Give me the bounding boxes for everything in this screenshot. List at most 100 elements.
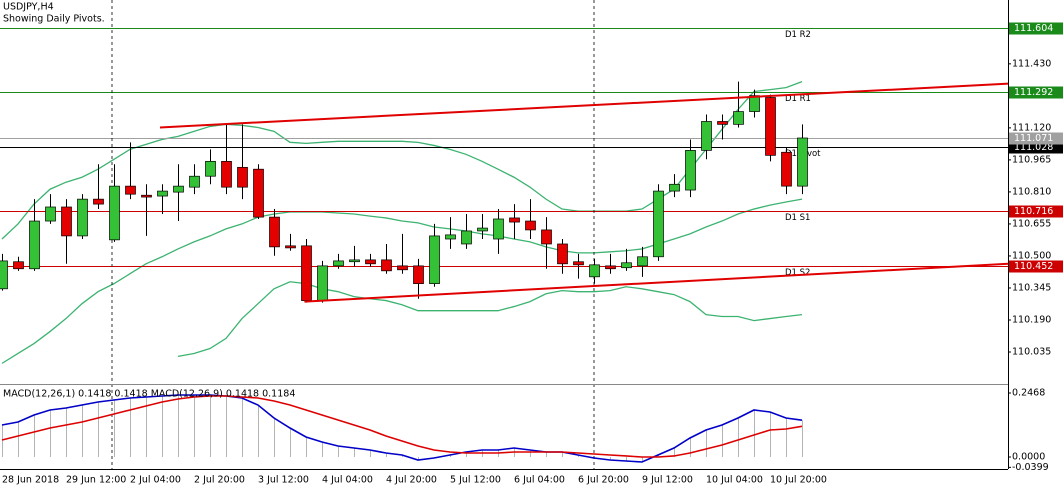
y-tick-label: 111.120: [1012, 122, 1051, 133]
candle-body: [173, 185, 184, 193]
x-tick-label: 2 Jul 20:00: [194, 475, 245, 486]
indicator-line: [1, 395, 803, 458]
candle-body: [13, 261, 24, 270]
candle-body: [701, 121, 712, 151]
candle-body: [269, 216, 280, 248]
price-box-label: 111.028: [1014, 142, 1053, 153]
candle-body: [733, 111, 744, 125]
candle-body: [797, 137, 808, 187]
candle-body: [749, 95, 760, 112]
candle-body: [525, 220, 536, 231]
price-box: [1009, 86, 1063, 99]
candle-body: [349, 259, 360, 263]
candle-body: [509, 217, 520, 223]
candle-body: [541, 229, 552, 245]
price-box-label: 111.292: [1014, 87, 1053, 98]
candle-body: [0, 260, 8, 290]
candle-body: [157, 190, 168, 197]
candle-body: [781, 151, 792, 187]
y-tick-label: 110.500: [1012, 250, 1051, 261]
candle-body: [141, 194, 152, 198]
candle-body: [557, 243, 568, 265]
trendline: [304, 262, 1009, 303]
price-box-label: 111.604: [1014, 23, 1053, 34]
candle-body: [653, 190, 664, 258]
pivot-label: D1 S2: [785, 268, 810, 278]
candle-body: [381, 259, 392, 272]
candle-body: [685, 150, 696, 191]
current-price-box: [1009, 132, 1063, 145]
band-line: [1, 198, 803, 364]
candle-body: [365, 259, 376, 265]
candle-body: [605, 265, 616, 270]
candle-body: [477, 227, 488, 232]
y-tick-label: 110.190: [1012, 314, 1051, 325]
x-tick-label: 9 Jul 12:00: [642, 475, 693, 486]
y-tick-label: 0.2468: [1012, 388, 1045, 399]
candle-body: [445, 234, 456, 240]
indicator-line: [1, 394, 803, 463]
pivot-label: D1 R1: [785, 94, 811, 104]
x-tick-label: 6 Jul 04:00: [514, 475, 565, 486]
price-box-label: 110.716: [1014, 206, 1053, 217]
x-tick-label: 28 Jun 2018: [2, 475, 59, 486]
x-tick-label: 10 Jul 04:00: [706, 475, 763, 486]
x-tick-label: 4 Jul 20:00: [386, 475, 437, 486]
candle-body: [61, 206, 72, 237]
candle-body: [285, 245, 296, 249]
y-tick-label: 110.810: [1012, 186, 1051, 197]
candle-body: [397, 265, 408, 271]
x-tick-label: 2 Jul 04:00: [130, 475, 181, 486]
candle-body: [317, 265, 328, 301]
candle-body: [253, 168, 264, 218]
candle-body: [589, 264, 600, 278]
chart-subtitle: Showing Daily Pivots.: [3, 14, 105, 25]
candle-body: [413, 265, 424, 284]
candle-body: [109, 185, 120, 241]
y-tick-label: -0.0399: [1012, 462, 1049, 473]
candle-body: [333, 260, 344, 267]
candle-body: [621, 262, 632, 269]
candle-body: [45, 206, 56, 222]
pivot-label: D1 S1: [785, 213, 810, 223]
back-layer: [0, 28, 1008, 462]
axis-layer: 111.430 111.120 110.965 110.810 110.655 110.5…: [2, 22, 1063, 486]
price-box-label: 110.452: [1014, 261, 1053, 272]
candle-body: [301, 245, 312, 301]
candle-body: [429, 235, 440, 284]
candle-body: [461, 230, 472, 245]
y-tick-label: 110.655: [1012, 218, 1051, 229]
candle-body: [125, 185, 136, 195]
candle-body: [29, 220, 40, 270]
price-box: [1009, 205, 1063, 218]
y-tick-label: 111.430: [1012, 58, 1051, 69]
y-tick-label: 110.965: [1012, 154, 1051, 165]
x-tick-label: 5 Jul 12:00: [450, 475, 501, 486]
candle-body: [237, 166, 248, 188]
candle-body: [189, 175, 200, 188]
candle-body: [205, 160, 216, 177]
pivot-label: D1 R2: [785, 30, 811, 40]
y-tick-label: 0.0000: [1012, 451, 1045, 462]
candle-body: [669, 183, 680, 192]
band-line: [177, 281, 803, 357]
indicator-title: MACD(12,26,1) 0.1418 0.1418 MACD(12,26,9…: [3, 389, 295, 400]
x-tick-label: 3 Jul 12:00: [258, 475, 309, 486]
trendline: [159, 82, 1009, 129]
candle-body: [573, 261, 584, 266]
x-tick-label: 6 Jul 20:00: [578, 475, 629, 486]
price-box: [1009, 22, 1063, 35]
y-tick-label: 110.035: [1012, 347, 1051, 358]
x-tick-label: 4 Jul 04:00: [322, 475, 373, 486]
candle-body: [717, 121, 728, 125]
candle-body: [221, 160, 232, 188]
price-box: [1009, 260, 1063, 273]
candle-body: [93, 198, 104, 205]
candle-body: [493, 218, 504, 240]
candle-body: [637, 256, 648, 267]
y-tick-label: 110.345: [1012, 282, 1051, 293]
x-tick-label: 10 Jul 20:00: [770, 475, 827, 486]
